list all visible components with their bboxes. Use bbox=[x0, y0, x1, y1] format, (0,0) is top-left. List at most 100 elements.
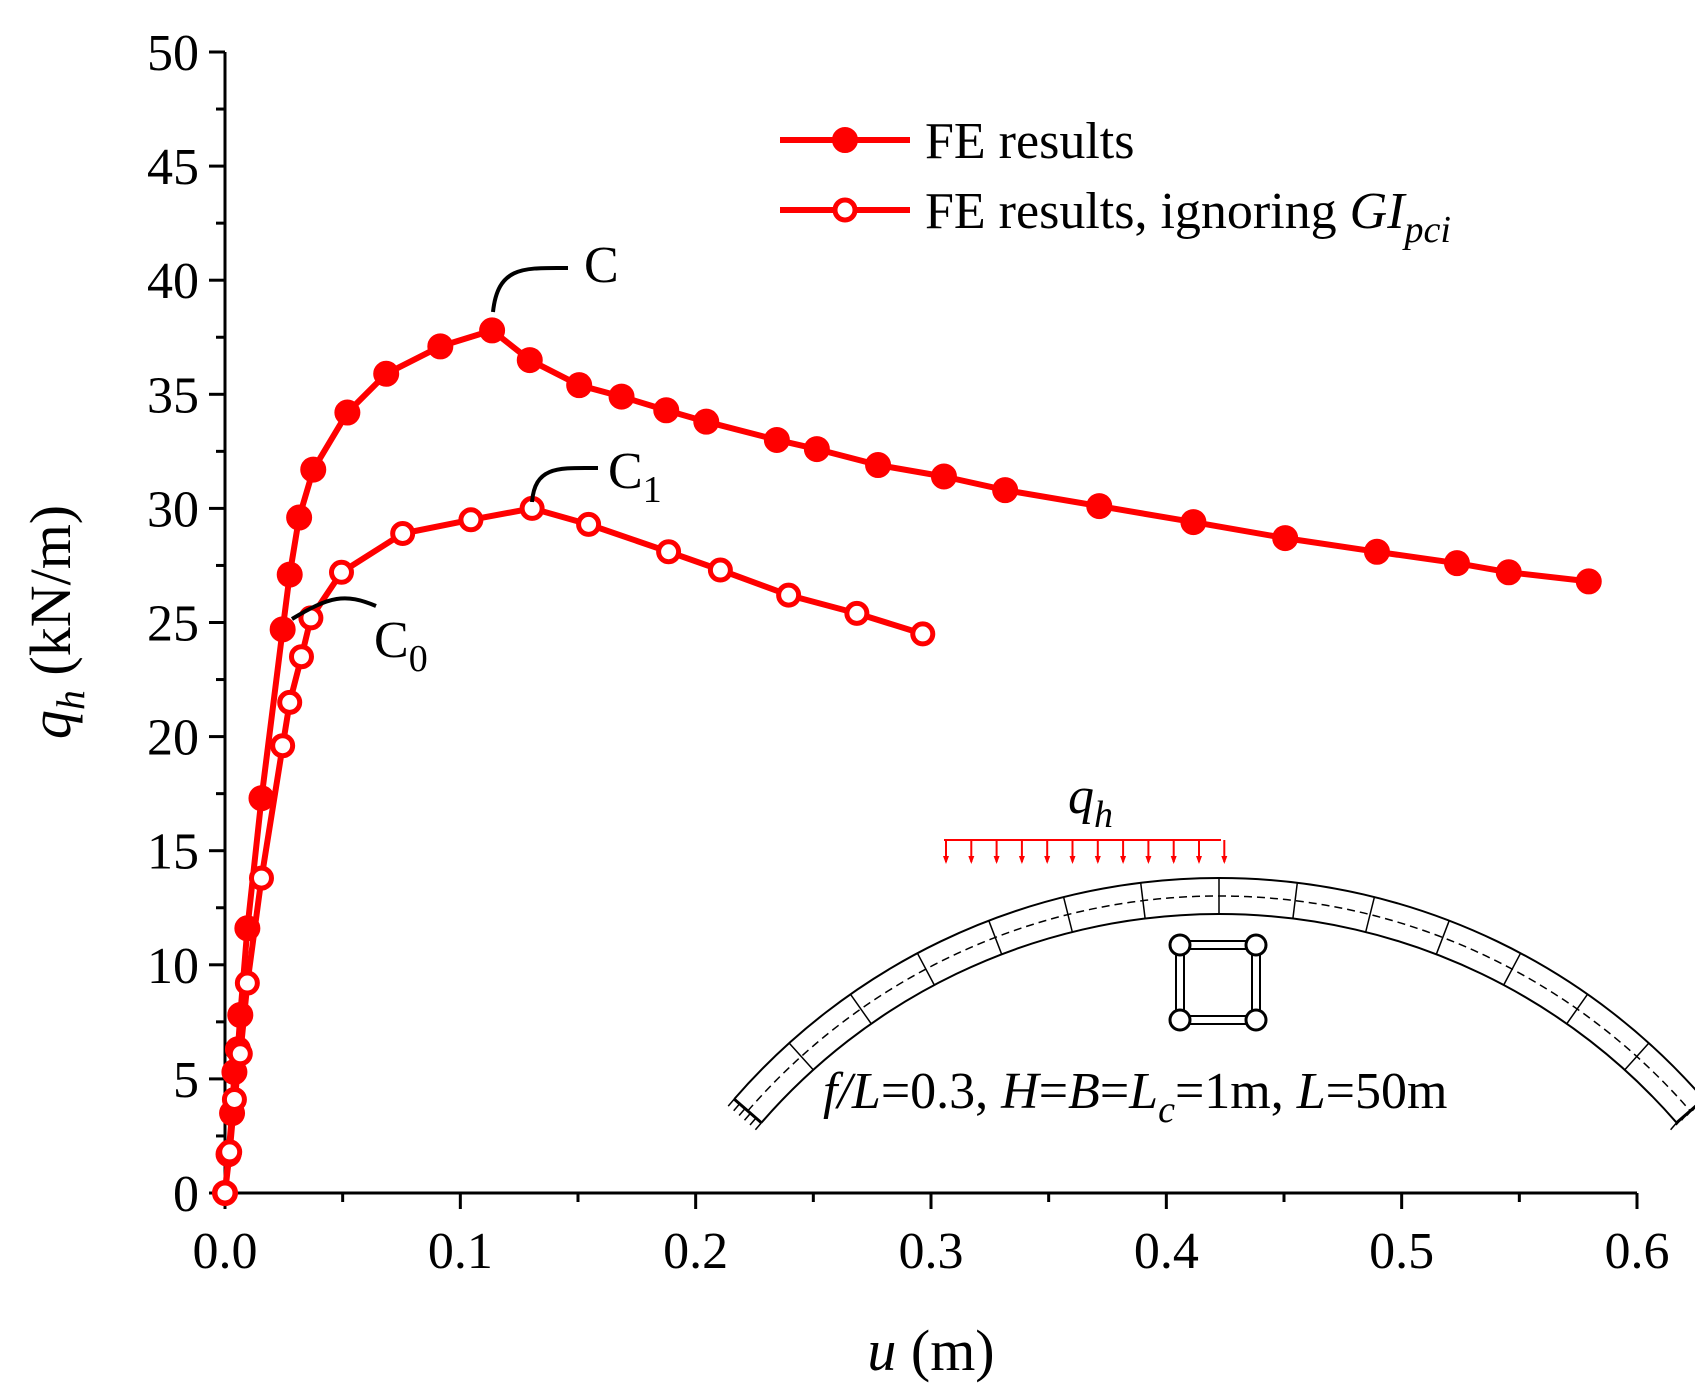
section-chord bbox=[1168, 933, 1192, 957]
data-point bbox=[479, 317, 506, 344]
cross-section bbox=[1168, 933, 1268, 1032]
data-point bbox=[270, 733, 296, 759]
data-point bbox=[1495, 559, 1522, 586]
data-point bbox=[328, 559, 354, 585]
section-chord bbox=[1168, 1008, 1192, 1032]
arch-segment-line bbox=[1566, 993, 1589, 1025]
data-point bbox=[1272, 525, 1299, 552]
section-chord bbox=[1244, 933, 1268, 957]
data-point bbox=[930, 463, 957, 490]
data-point bbox=[1180, 509, 1207, 536]
x-tick-label: 0.2 bbox=[663, 1223, 728, 1280]
y-tick-label: 30 bbox=[147, 481, 199, 538]
y-tick-label: 50 bbox=[147, 25, 199, 82]
distributed-load bbox=[943, 839, 1228, 864]
data-point bbox=[227, 1002, 254, 1029]
support-hatch bbox=[1680, 1112, 1689, 1121]
section-chord bbox=[1244, 1008, 1268, 1032]
data-point bbox=[865, 452, 892, 479]
support-base bbox=[1675, 1104, 1695, 1124]
data-point bbox=[1363, 538, 1390, 565]
arch-segment-line bbox=[1435, 920, 1450, 955]
arch bbox=[733, 877, 1695, 1124]
data-point bbox=[300, 456, 327, 483]
support-hatch bbox=[754, 1122, 762, 1131]
data-point bbox=[276, 561, 303, 588]
annotation-label: C1 bbox=[608, 443, 662, 511]
annotation-label: C bbox=[584, 237, 619, 294]
data-point bbox=[776, 582, 802, 608]
data-point bbox=[390, 521, 416, 547]
x-tick-label: 0.0 bbox=[193, 1223, 258, 1280]
x-axis-title: u (m) bbox=[867, 1318, 994, 1383]
data-point bbox=[427, 333, 454, 360]
support-hatch bbox=[727, 1098, 735, 1107]
data-point bbox=[656, 539, 682, 565]
data-point bbox=[1086, 493, 1113, 520]
data-point bbox=[217, 1139, 243, 1165]
data-point bbox=[221, 1086, 247, 1112]
inset-caption: f/L=0.3, H=B=Lc=1m, L=50m bbox=[823, 1063, 1447, 1131]
annotation-label: C0 bbox=[374, 612, 428, 680]
arch-segment-line bbox=[916, 952, 935, 986]
legend-marker bbox=[832, 197, 858, 223]
y-tick-label: 20 bbox=[147, 710, 199, 767]
legend: FE results FE results, ignoring GIpci bbox=[780, 113, 1451, 251]
y-tick-label: 5 bbox=[173, 1052, 199, 1109]
load-arrowhead bbox=[1196, 856, 1202, 864]
support-hatch bbox=[733, 1103, 741, 1112]
data-point bbox=[992, 477, 1019, 504]
right-support bbox=[1670, 1104, 1695, 1131]
y-tick-label: 0 bbox=[173, 1166, 199, 1223]
data-point bbox=[566, 372, 593, 399]
load-arrowhead bbox=[993, 856, 1000, 864]
data-point bbox=[277, 689, 303, 715]
data-point bbox=[227, 1041, 253, 1067]
data-point bbox=[1575, 568, 1602, 595]
arch-segment-line bbox=[1062, 896, 1074, 933]
support-hatch bbox=[1670, 1122, 1678, 1131]
support-hatch bbox=[1675, 1117, 1683, 1126]
arch-segment-line bbox=[1364, 896, 1376, 933]
data-point bbox=[576, 511, 602, 537]
legend-marker bbox=[832, 127, 858, 153]
data-point bbox=[803, 436, 830, 463]
data-point bbox=[334, 399, 361, 426]
data-point bbox=[693, 408, 720, 435]
data-point bbox=[1443, 550, 1470, 577]
support-hatch bbox=[743, 1112, 752, 1121]
x-tick-label: 0.6 bbox=[1605, 1223, 1670, 1280]
data-point bbox=[212, 1180, 238, 1206]
y-tick-label: 25 bbox=[147, 596, 199, 653]
annotation-leader bbox=[290, 596, 377, 621]
left-support bbox=[727, 1097, 763, 1131]
legend-item-0: FE results bbox=[780, 113, 1134, 170]
support-hatch bbox=[738, 1108, 746, 1116]
series-1 bbox=[212, 495, 936, 1206]
x-tick-label: 0.3 bbox=[899, 1223, 964, 1280]
support-base bbox=[733, 1097, 763, 1124]
x-tick-label: 0.5 bbox=[1369, 1223, 1434, 1280]
data-point bbox=[910, 621, 936, 647]
load-arrowhead bbox=[1094, 856, 1101, 864]
data-point bbox=[653, 397, 680, 424]
legend-label: FE results, ignoring GIpci bbox=[925, 183, 1451, 251]
load-arrowhead bbox=[1018, 856, 1025, 864]
structure-inset: qh f/L=0.3, H=B=Lc=1m, L=50m bbox=[727, 768, 1695, 1131]
load-arrowhead bbox=[1120, 856, 1127, 864]
data-point bbox=[269, 616, 296, 643]
series-line bbox=[222, 505, 924, 1194]
support-hatch bbox=[1691, 1106, 1695, 1112]
arch-segment-line bbox=[788, 1042, 814, 1071]
support-hatch bbox=[749, 1117, 757, 1126]
annotation-layer: C C1 C0 bbox=[290, 237, 662, 680]
data-point bbox=[763, 426, 790, 453]
y-tick-label: 35 bbox=[147, 367, 199, 424]
load-arrowhead bbox=[943, 856, 949, 864]
series-layer bbox=[212, 317, 1602, 1206]
load-arrowhead bbox=[1170, 856, 1177, 864]
arch-segment-line bbox=[1503, 952, 1522, 986]
annotation-leader bbox=[530, 465, 599, 503]
load-label: qh bbox=[1068, 768, 1113, 836]
